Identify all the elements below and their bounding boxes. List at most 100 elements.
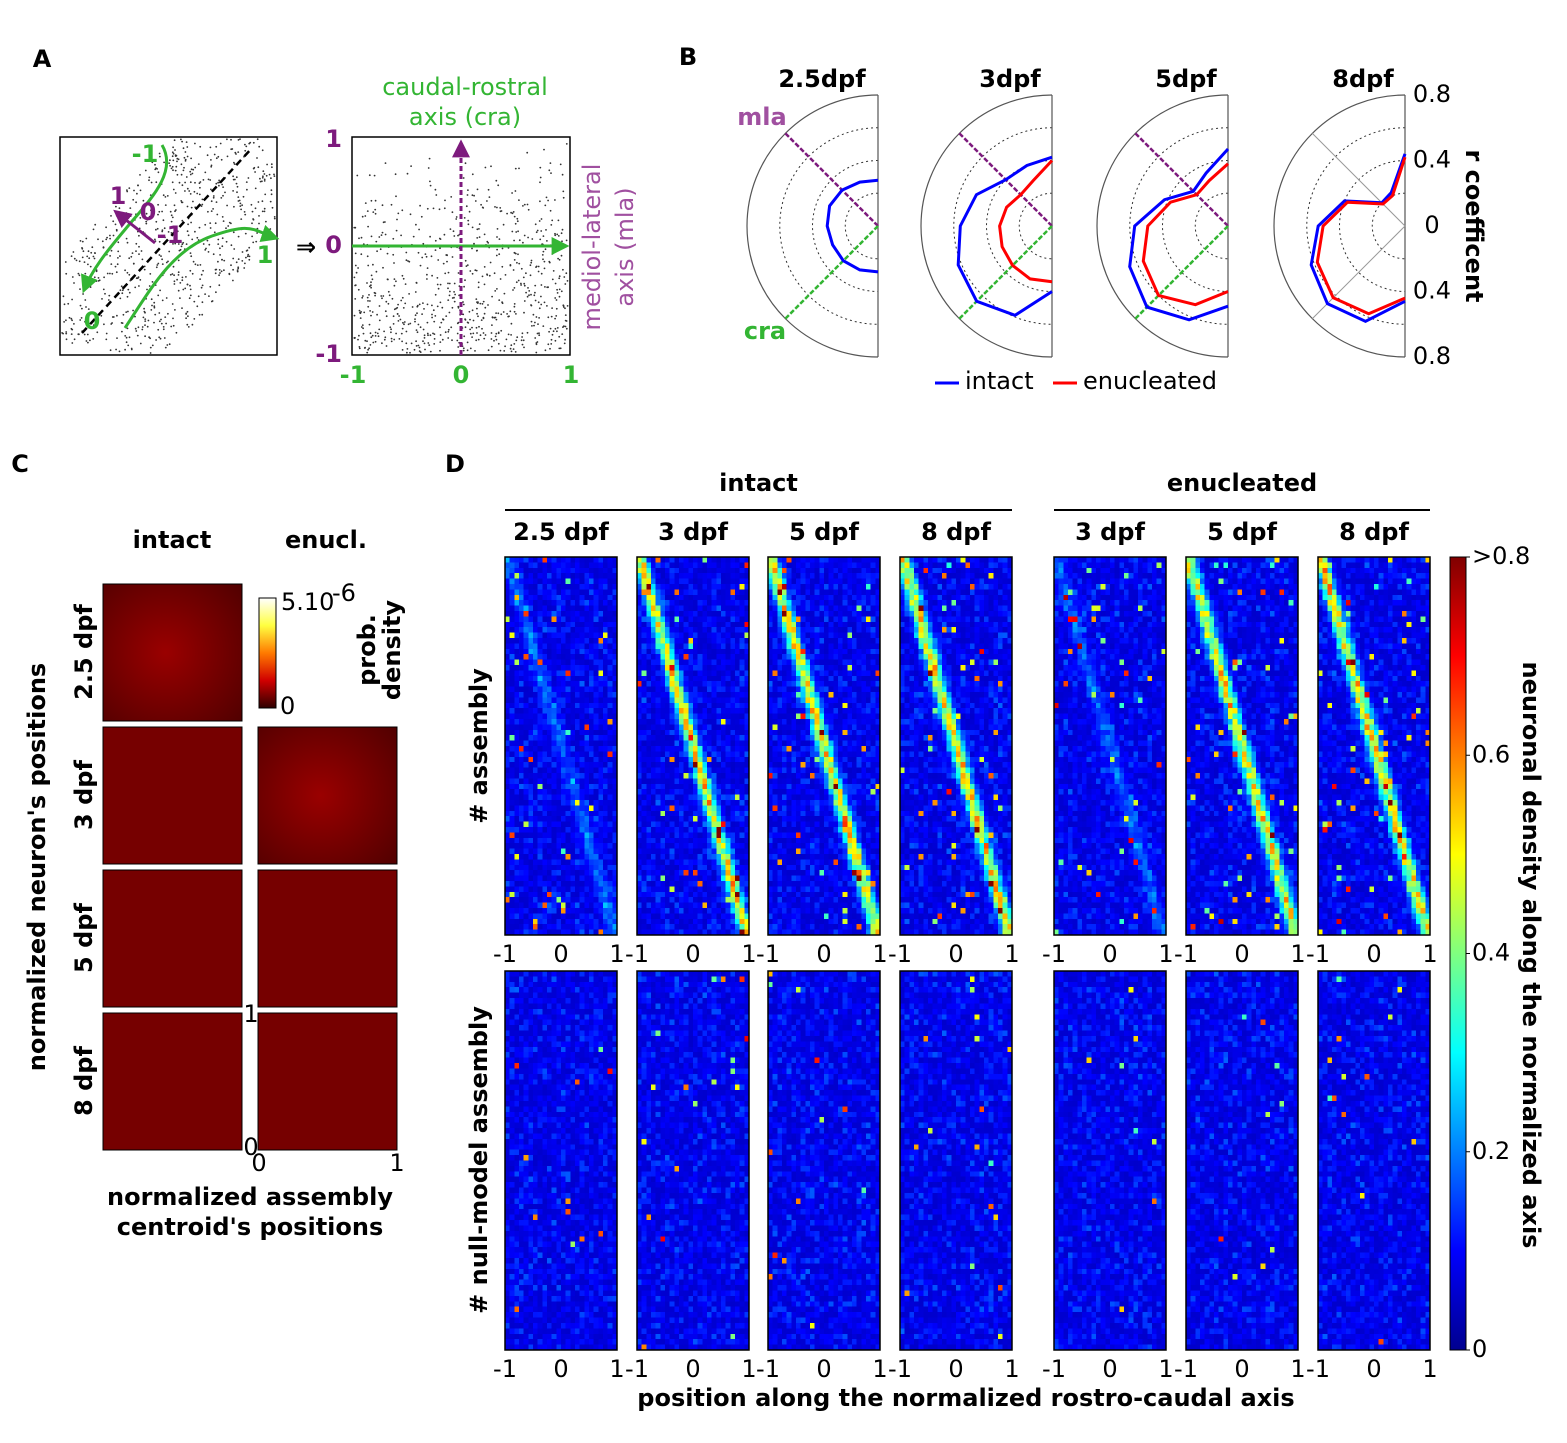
heatmap-cell: [524, 913, 529, 919]
neuron-dot: [524, 300, 526, 302]
heatmap-cell: [510, 687, 515, 693]
heatmap-cell: [561, 886, 566, 892]
heatmap-cell: [584, 795, 589, 801]
heatmap-cell: [566, 724, 571, 730]
heatmap-cell: [533, 741, 538, 747]
heatmap-cell: [598, 1155, 603, 1161]
heatmap-cell: [528, 1058, 533, 1064]
neuron-dot: [160, 319, 162, 321]
heatmap-cell: [584, 827, 589, 833]
heatmap-cell: [533, 1323, 538, 1329]
heatmap-cell: [580, 735, 585, 741]
heatmap-cell: [598, 897, 603, 903]
heatmap-cell: [510, 1161, 515, 1167]
heatmap-cell: [556, 1085, 561, 1091]
heatmap-cell: [575, 1139, 580, 1145]
heatmap-cell: [603, 1301, 608, 1307]
heatmap-cell: [589, 1133, 594, 1139]
heatmap-cell: [575, 924, 580, 930]
heatmap-cell: [603, 741, 608, 747]
heatmap-cell: [561, 854, 566, 860]
heatmap-cell: [561, 971, 566, 977]
heatmap-cell: [552, 622, 557, 628]
heatmap-cell: [566, 741, 571, 747]
neuron-dot: [550, 343, 552, 345]
heatmap-cell: [533, 982, 538, 988]
neuron-dot: [479, 223, 481, 225]
heatmap-cell: [646, 562, 651, 568]
heatmap-cell: [552, 800, 557, 806]
neuron-dot: [157, 295, 159, 297]
heatmap-cell: [556, 1139, 561, 1145]
neuron-dot: [499, 238, 501, 240]
heatmap-cell: [519, 1274, 524, 1280]
heatmap-cell: [519, 886, 524, 892]
heatmap-cell: [580, 670, 585, 676]
heatmap-cell: [528, 1215, 533, 1221]
heatmap-cell: [598, 1253, 603, 1259]
neuron-dot: [124, 335, 126, 337]
neuron-dot: [567, 280, 569, 282]
heatmap-cell: [542, 1106, 547, 1112]
neuron-dot: [559, 259, 561, 261]
heatmap-cell: [584, 865, 589, 871]
heatmap-cell: [533, 1063, 538, 1069]
heatmap-cell: [538, 854, 543, 860]
heatmap-cell: [538, 919, 543, 925]
neuron-dot: [515, 168, 517, 170]
heatmap-cell: [584, 1258, 589, 1264]
heatmap-cell: [561, 735, 566, 741]
neuron-dot: [422, 243, 424, 245]
heatmap-cell: [598, 681, 603, 687]
heatmap-cell: [603, 730, 608, 736]
heatmap-cell: [510, 870, 515, 876]
neuron-dot: [473, 195, 475, 197]
heatmap-cell: [533, 1128, 538, 1134]
neuron-dot: [222, 237, 224, 239]
neuron-dot: [104, 293, 106, 295]
neuron-dot: [426, 278, 428, 280]
heatmap-cell: [547, 982, 552, 988]
heatmap-cell: [575, 838, 580, 844]
neuron-dot: [232, 269, 234, 271]
heatmap-cell: [547, 1014, 552, 1020]
neuron-dot: [144, 312, 146, 314]
heatmap-cell: [603, 816, 608, 822]
heatmap-cell: [584, 724, 589, 730]
heatmap-cell: [538, 746, 543, 752]
heatmap-cell: [580, 730, 585, 736]
neuron-dot: [176, 332, 178, 334]
heatmap-cell: [561, 757, 566, 763]
heatmap-cell: [556, 987, 561, 993]
heatmap-cell: [598, 1139, 603, 1145]
neuron-dot: [103, 246, 105, 248]
heatmap-cell: [542, 854, 547, 860]
heatmap-cell: [538, 1128, 543, 1134]
heatmap-cell: [547, 924, 552, 930]
heatmap-cell: [528, 1123, 533, 1129]
heatmap-cell: [547, 1155, 552, 1161]
heatmap-cell: [561, 1101, 566, 1107]
heatmap-cell: [561, 1225, 566, 1231]
heatmap-cell: [608, 849, 613, 855]
neuron-dot: [554, 199, 556, 201]
heatmap-cell: [603, 681, 608, 687]
heatmap-cell: [538, 757, 543, 763]
neuron-dot: [61, 332, 63, 334]
neuron-dot: [433, 309, 435, 311]
heatmap-cell: [524, 1155, 529, 1161]
heatmap-cell: [608, 881, 613, 887]
heatmap-cell: [589, 789, 594, 795]
heatmap-cell: [514, 1052, 519, 1058]
heatmap-cell: [519, 1339, 524, 1345]
neuron-dot: [547, 286, 549, 288]
heatmap-cell: [556, 1318, 561, 1324]
heatmap-cell: [566, 1014, 571, 1020]
neuron-dot: [132, 199, 134, 201]
heatmap-cell: [566, 606, 571, 612]
heatmap-cell: [575, 1253, 580, 1259]
heatmap-cell: [533, 1231, 538, 1237]
heatmap-cell: [570, 1269, 575, 1275]
heatmap-cell: [510, 1079, 515, 1085]
neuron-dot: [495, 312, 497, 314]
